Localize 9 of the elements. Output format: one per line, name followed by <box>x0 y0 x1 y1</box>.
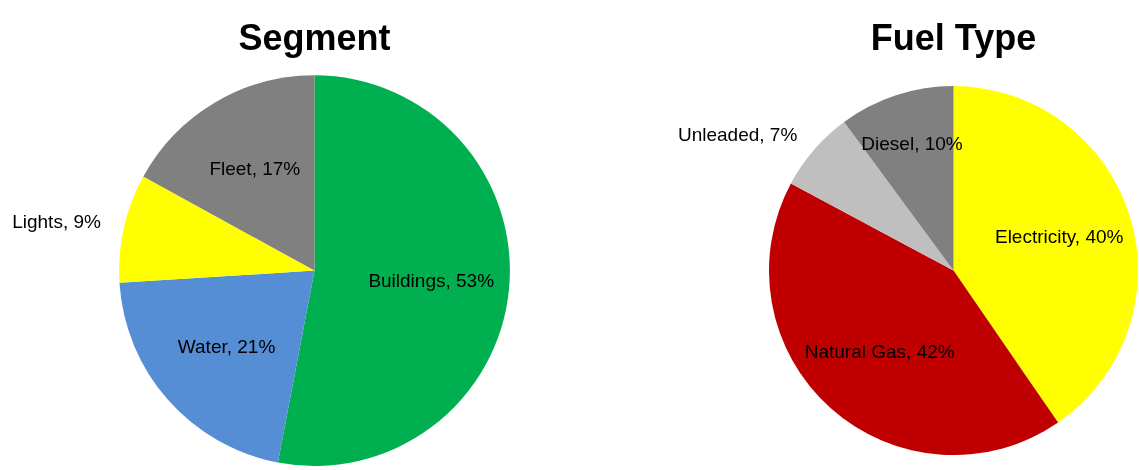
chart-title: Fuel Type <box>870 16 1037 58</box>
slice-label: Natural Gas, 42% <box>804 341 955 363</box>
slice-label: Fleet, 17% <box>209 157 301 179</box>
slice-label: Buildings, 53% <box>368 269 495 291</box>
chart-title: Segment <box>238 16 391 58</box>
slice-label: Lights, 9% <box>12 211 102 233</box>
slice-label: Water, 21% <box>177 336 276 358</box>
slice-label: Unleaded, 7% <box>677 123 798 145</box>
slice-label: Electricity, 40% <box>994 225 1124 247</box>
